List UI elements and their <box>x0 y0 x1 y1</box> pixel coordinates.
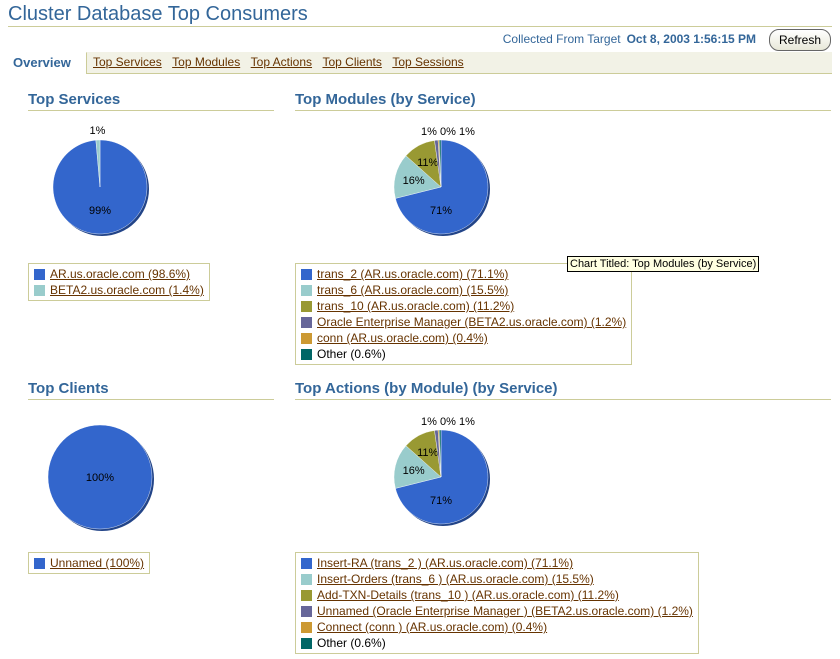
legend-item: conn (AR.us.oracle.com) (0.4%) <box>301 330 626 346</box>
legend-item: Insert-Orders (trans_6 ) (AR.us.oracle.c… <box>301 571 693 587</box>
legend-item: Connect (conn ) (AR.us.oracle.com) (0.4%… <box>301 619 693 635</box>
chart-tooltip: Chart Titled: Top Modules (by Service) <box>567 256 760 272</box>
legend-swatch <box>301 637 312 649</box>
legend-link[interactable]: Oracle Enterprise Manager (BETA2.us.orac… <box>317 315 627 329</box>
pie-slice-label: 11% <box>417 447 438 459</box>
legend-link[interactable]: conn (AR.us.oracle.com) (0.4%) <box>317 331 488 345</box>
top-services-pie-chart: 99% 1% <box>52 125 149 236</box>
legend-link[interactable]: Insert-Orders (trans_6 ) (AR.us.oracle.c… <box>317 572 594 586</box>
legend-link[interactable]: Unnamed (Oracle Enterprise Manager ) (BE… <box>317 604 693 618</box>
pie-slice[interactable] <box>393 155 442 199</box>
legend-link[interactable]: BETA2.us.oracle.com (1.4%) <box>50 283 204 297</box>
pie-slice[interactable] <box>439 139 442 188</box>
section-divider <box>295 399 831 400</box>
pie-slice[interactable] <box>393 445 442 489</box>
legend-swatch <box>301 300 312 312</box>
legend-item: trans_2 (AR.us.oracle.com) (71.1%) <box>301 266 626 282</box>
pie-slice-label: 1% <box>90 125 106 137</box>
top-clients-legend: Unnamed (100%) <box>28 552 151 574</box>
tab-top-services[interactable]: Top Services <box>93 55 162 69</box>
legend-label: Other (0.6%) <box>317 347 386 361</box>
legend-swatch <box>301 348 312 360</box>
pie-slice-label: 1% <box>459 416 475 428</box>
pie-slice-label: 0% <box>440 126 456 138</box>
legend-link[interactable]: Unnamed (100%) <box>50 556 145 570</box>
legend-swatch <box>301 316 312 328</box>
pie-slice[interactable] <box>47 424 153 530</box>
pie-slice-label: 1% <box>459 126 475 138</box>
legend-link[interactable]: Insert-RA (trans_2 ) (AR.us.oracle.com) … <box>317 556 574 570</box>
pie-slice-label: 100% <box>86 472 114 484</box>
section-divider <box>28 110 274 111</box>
legend-item: Unnamed (100%) <box>34 555 144 571</box>
pie-slice-label: 11% <box>417 157 438 169</box>
legend-swatch <box>301 332 312 344</box>
refresh-button[interactable]: Refresh <box>769 29 831 51</box>
legend-link[interactable]: Add-TXN-Details (trans_10 ) (AR.us.oracl… <box>317 588 619 602</box>
pie-slice-label: 16% <box>403 465 425 477</box>
top-clients-pie-chart: 100% <box>47 424 154 531</box>
legend-link[interactable]: Connect (conn ) (AR.us.oracle.com) (0.4%… <box>317 620 548 634</box>
legend-link[interactable]: trans_6 (AR.us.oracle.com) (15.5%) <box>317 283 509 297</box>
top-services-legend: AR.us.oracle.com (98.6%) BETA2.us.oracle.… <box>28 263 210 301</box>
legend-item: Unnamed (Oracle Enterprise Manager ) (BE… <box>301 603 693 619</box>
pie-slice[interactable] <box>439 429 442 478</box>
legend-swatch <box>301 268 312 280</box>
title-divider <box>8 26 832 27</box>
tab-top-sessions[interactable]: Top Sessions <box>392 55 464 69</box>
pie-slice-label: 16% <box>403 175 425 187</box>
top-actions-pie-chart: 71% 16% 11% 1% 0% 1% <box>393 416 490 526</box>
pie-slice-label: 71% <box>430 205 452 217</box>
legend-swatch <box>301 621 312 633</box>
top-actions-heading: Top Actions (by Module) (by Service) <box>295 380 558 397</box>
top-actions-legend: Insert-RA (trans_2 ) (AR.us.oracle.com) … <box>295 552 699 654</box>
legend-swatch <box>34 268 45 280</box>
section-divider <box>295 110 831 111</box>
legend-item: Oracle Enterprise Manager (BETA2.us.orac… <box>301 314 626 330</box>
pie-slice-label: 1% <box>421 126 437 138</box>
pie-slice[interactable] <box>395 429 489 525</box>
legend-item: Other (0.6%) <box>301 346 626 362</box>
top-services-heading: Top Services <box>28 91 121 108</box>
legend-swatch <box>301 284 312 296</box>
tab-overview[interactable]: Overview <box>8 52 91 74</box>
legend-item: trans_10 (AR.us.oracle.com) (11.2%) <box>301 298 626 314</box>
legend-swatch <box>34 284 45 296</box>
collected-label: Collected From Target <box>502 32 621 46</box>
legend-item: trans_6 (AR.us.oracle.com) (15.5%) <box>301 282 626 298</box>
legend-item: Other (0.6%) <box>301 635 693 651</box>
legend-swatch <box>301 605 312 617</box>
legend-item: Insert-RA (trans_2 ) (AR.us.oracle.com) … <box>301 555 693 571</box>
legend-link[interactable]: AR.us.oracle.com (98.6%) <box>50 267 191 281</box>
tab-top-actions[interactable]: Top Actions <box>250 55 313 69</box>
top-modules-pie-chart: 71% 16% 11% 1% 0% 1% <box>393 126 490 236</box>
top-modules-legend: trans_2 (AR.us.oracle.com) (71.1%) trans_… <box>295 263 633 365</box>
page-title: Cluster Database Top Consumers <box>8 3 308 25</box>
top-clients-heading: Top Clients <box>28 380 109 397</box>
pie-slice-label: 99% <box>89 205 111 217</box>
tab-top-modules[interactable]: Top Modules <box>172 55 241 69</box>
legend-item: AR.us.oracle.com (98.6%) <box>34 266 204 282</box>
legend-item: Add-TXN-Details (trans_10 ) (AR.us.oracl… <box>301 587 693 603</box>
legend-swatch <box>301 557 312 569</box>
legend-swatch <box>34 557 45 569</box>
tab-bar: Overview Top Services Top Modules Top Ac… <box>8 52 832 74</box>
collected-timestamp: Oct 8, 2003 1:56:15 PM <box>626 32 756 46</box>
pie-slice[interactable] <box>395 139 489 235</box>
pie-slice-label: 0% <box>440 416 456 428</box>
collected-info: Collected From Target Oct 8, 2003 1:56:15… <box>503 32 756 46</box>
legend-swatch <box>301 573 312 585</box>
legend-item: BETA2.us.oracle.com (1.4%) <box>34 282 204 298</box>
legend-swatch <box>301 589 312 601</box>
top-modules-heading: Top Modules (by Service) <box>295 91 476 108</box>
pie-slice-label: 1% <box>421 416 437 428</box>
legend-label: Other (0.6%) <box>317 636 386 650</box>
pie-slice[interactable] <box>95 139 101 188</box>
section-divider <box>28 399 274 400</box>
tab-top-clients[interactable]: Top Clients <box>322 55 382 69</box>
pie-slice-label: 71% <box>430 495 452 507</box>
legend-link[interactable]: trans_2 (AR.us.oracle.com) (71.1%) <box>317 267 509 281</box>
legend-link[interactable]: trans_10 (AR.us.oracle.com) (11.2%) <box>317 299 515 313</box>
